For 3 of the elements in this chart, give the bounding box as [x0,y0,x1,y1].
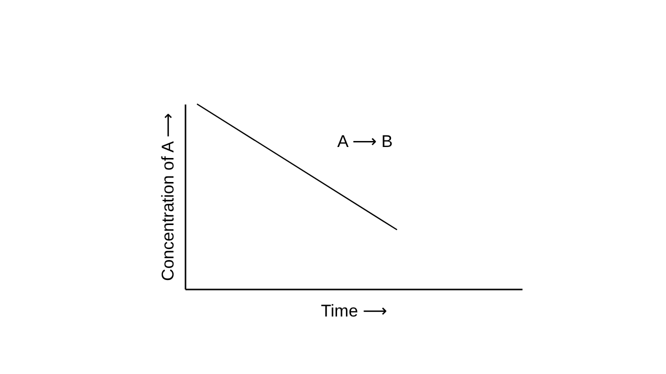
annotation: A ⟶ B [337,132,393,151]
y-axis-title: Concentration of A ⟶ [158,112,178,282]
x-axis-title: Time ⟶ [320,302,388,320]
